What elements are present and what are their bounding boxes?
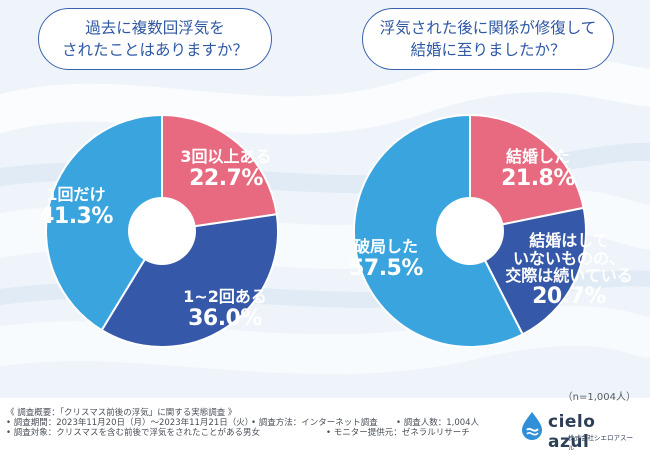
pie-slice-left-0 <box>161 113 278 233</box>
donut-chart-right <box>353 113 587 348</box>
slice-label-left-once: 1回だけ 41.3% <box>39 185 113 230</box>
donut-hole-right <box>436 197 504 265</box>
slice-label-left-1to2: 1~2回ある 36.0% <box>183 287 267 332</box>
slice-label-left-3plus: 3回以上ある 22.7% <box>180 147 272 192</box>
pie-slice-left-1 <box>100 213 279 348</box>
company-logo: cielo azul 株式会社シエロアスール <box>518 410 638 450</box>
pie-slice-left-2 <box>45 113 163 332</box>
logo-sub: 株式会社シエロアスール <box>568 434 633 450</box>
question-right-line1: 浮気された後に関係が修復して <box>379 19 597 37</box>
drop-icon <box>522 412 542 440</box>
question-right-line2: 結婚に至りましたか？ <box>410 41 566 59</box>
survey-footer: 《 調査概要：「クリスマス前後の浮気」に関する実態調査 》 • 調査期間：202… <box>6 408 526 438</box>
question-bubble-right: 浮気された後に関係が修復して 結婚に至りましたか？ <box>362 8 614 70</box>
pie-slice-right-0 <box>469 113 585 233</box>
footer-method: • 調査方法：インターネット調査 <box>251 418 378 428</box>
footer-target: • 調査対象：クリスマスを含む前後で浮気をされたことがある男女 <box>6 428 260 438</box>
donut-chart-left <box>45 113 279 348</box>
question-left-line1: 過去に複数回浮気を <box>85 19 225 37</box>
footer-period: • 調査期間：2023年11月20日（月）～2023年11月21日（火） <box>6 418 254 428</box>
slice-label-right-breakup: 破局した 57.5% <box>349 237 423 282</box>
slice-label-right-married: 結婚した 21.8% <box>501 147 575 192</box>
question-left-line2: されたことはありますか？ <box>61 41 248 59</box>
sample-size: （n=1,004人） <box>562 392 636 403</box>
footer-provider: • モニター提供元：ゼネラルリサーチ <box>326 428 470 438</box>
question-bubble-left: 過去に複数回浮気を されたことはありますか？ <box>38 8 272 70</box>
logo-name: cielo azul <box>548 412 596 450</box>
donut-hole-left <box>128 197 196 265</box>
footer-title: 《 調査概要：「クリスマス前後の浮気」に関する実態調査 》 <box>6 408 237 418</box>
footer-count: • 調査人数：1,004人 <box>396 418 480 428</box>
slice-label-right-dating: 結婚はして いないものの、 交際は続いている 20.7% <box>505 231 633 309</box>
